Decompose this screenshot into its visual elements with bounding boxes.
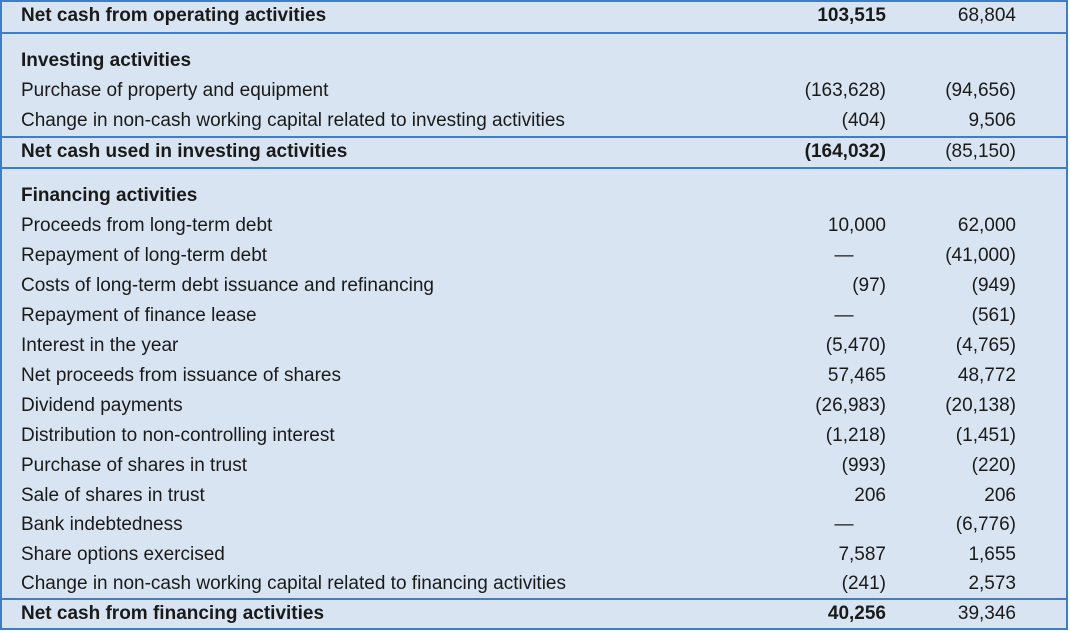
row-current: (163,628) <box>804 80 886 101</box>
table-row: Change in non-cash working capital relat… <box>2 106 1066 136</box>
row-label: Proceeds from long-term debt <box>21 215 273 236</box>
investing-heading-row: Investing activities <box>2 46 1066 76</box>
table-row: Costs of long-term debt issuance and ref… <box>2 271 1066 301</box>
financing-total-prior: 39,346 <box>957 603 1016 624</box>
rule-bottom <box>2 628 1066 630</box>
row-prior: (6,776) <box>955 514 1016 535</box>
row-prior: 48,772 <box>957 365 1016 386</box>
operating-total-prior: 68,804 <box>957 5 1016 26</box>
row-prior: 9,506 <box>968 110 1016 131</box>
row-current: (993) <box>841 455 886 476</box>
row-prior: (94,656) <box>945 80 1016 101</box>
rule-operating <box>2 32 1066 34</box>
row-label: Costs of long-term debt issuance and ref… <box>21 275 434 296</box>
table-row: Sale of shares in trust 206 206 <box>2 481 1066 511</box>
row-current: (5,470) <box>825 335 886 356</box>
table-row: Share options exercised 7,587 1,655 <box>2 540 1066 570</box>
investing-heading: Investing activities <box>21 50 192 71</box>
row-label: Purchase of shares in trust <box>21 455 247 476</box>
table-row: Repayment of finance lease — (561) <box>2 301 1066 331</box>
row-current: 57,465 <box>827 365 886 386</box>
rule-investing-subtotal <box>2 136 1066 138</box>
financing-heading: Financing activities <box>21 185 198 206</box>
row-label: Sale of shares in trust <box>21 485 205 506</box>
row-current: (241) <box>841 573 886 594</box>
row-label: Net proceeds from issuance of shares <box>21 365 341 386</box>
row-current: 206 <box>854 485 886 506</box>
row-label: Share options exercised <box>21 544 225 565</box>
operating-total-row: Net cash from operating activities 103,5… <box>2 1 1066 31</box>
row-label: Purchase of property and equipment <box>21 80 329 101</box>
row-current: 10,000 <box>827 215 886 236</box>
financing-total-current: 40,256 <box>827 603 886 624</box>
row-current: (404) <box>841 110 886 131</box>
row-prior: 206 <box>984 485 1016 506</box>
investing-total-current: (164,032) <box>804 141 886 162</box>
financing-heading-row: Financing activities <box>2 181 1066 211</box>
row-prior: (20,138) <box>945 395 1016 416</box>
row-label: Repayment of long-term debt <box>21 245 268 266</box>
row-label: Interest in the year <box>21 335 179 356</box>
row-prior: (1,451) <box>955 425 1016 446</box>
row-label: Bank indebtedness <box>21 514 183 535</box>
table-row: Proceeds from long-term debt 10,000 62,0… <box>2 211 1066 241</box>
row-current: 7,587 <box>838 544 886 565</box>
row-label: Change in non-cash working capital relat… <box>21 573 566 594</box>
table-row: Bank indebtedness — (6,776) <box>2 510 1066 540</box>
row-label: Dividend payments <box>21 395 183 416</box>
row-current: — <box>834 305 854 326</box>
row-prior: 2,573 <box>968 573 1016 594</box>
table-row: Change in non-cash working capital relat… <box>2 569 1066 599</box>
row-current: — <box>834 245 854 266</box>
rule-top <box>2 0 1066 2</box>
table-row: Purchase of shares in trust (993) (220) <box>2 451 1066 481</box>
operating-total-current: 103,515 <box>817 5 886 26</box>
row-current: (26,983) <box>815 395 886 416</box>
row-label: Change in non-cash working capital relat… <box>21 110 565 131</box>
table-row: Distribution to non-controlling interest… <box>2 421 1066 451</box>
investing-total-prior: (85,150) <box>945 141 1016 162</box>
row-current: — <box>834 514 854 535</box>
rule-financing-subtotal <box>2 598 1066 600</box>
row-prior: (220) <box>971 455 1016 476</box>
rule-investing <box>2 167 1066 169</box>
row-label: Distribution to non-controlling interest <box>21 425 335 446</box>
financing-total-row: Net cash from financing activities 40,25… <box>2 599 1066 629</box>
table-row: Dividend payments (26,983) (20,138) <box>2 391 1066 421</box>
investing-total-row: Net cash used in investing activities (1… <box>2 137 1066 167</box>
table-row: Net proceeds from issuance of shares 57,… <box>2 361 1066 391</box>
row-label: Repayment of finance lease <box>21 305 257 326</box>
table-row: Purchase of property and equipment (163,… <box>2 76 1066 106</box>
row-prior: 1,655 <box>968 544 1016 565</box>
row-current: (1,218) <box>825 425 886 446</box>
row-prior: (949) <box>971 275 1016 296</box>
financing-total-label: Net cash from financing activities <box>21 603 325 624</box>
operating-total-label: Net cash from operating activities <box>21 5 327 26</box>
row-current: (97) <box>852 275 886 296</box>
row-prior: (41,000) <box>945 245 1016 266</box>
row-prior: (561) <box>971 305 1016 326</box>
table-row: Repayment of long-term debt — (41,000) <box>2 241 1066 271</box>
investing-total-label: Net cash used in investing activities <box>21 141 348 162</box>
table-row: Interest in the year (5,470) (4,765) <box>2 331 1066 361</box>
row-prior: 62,000 <box>957 215 1016 236</box>
row-prior: (4,765) <box>955 335 1016 356</box>
